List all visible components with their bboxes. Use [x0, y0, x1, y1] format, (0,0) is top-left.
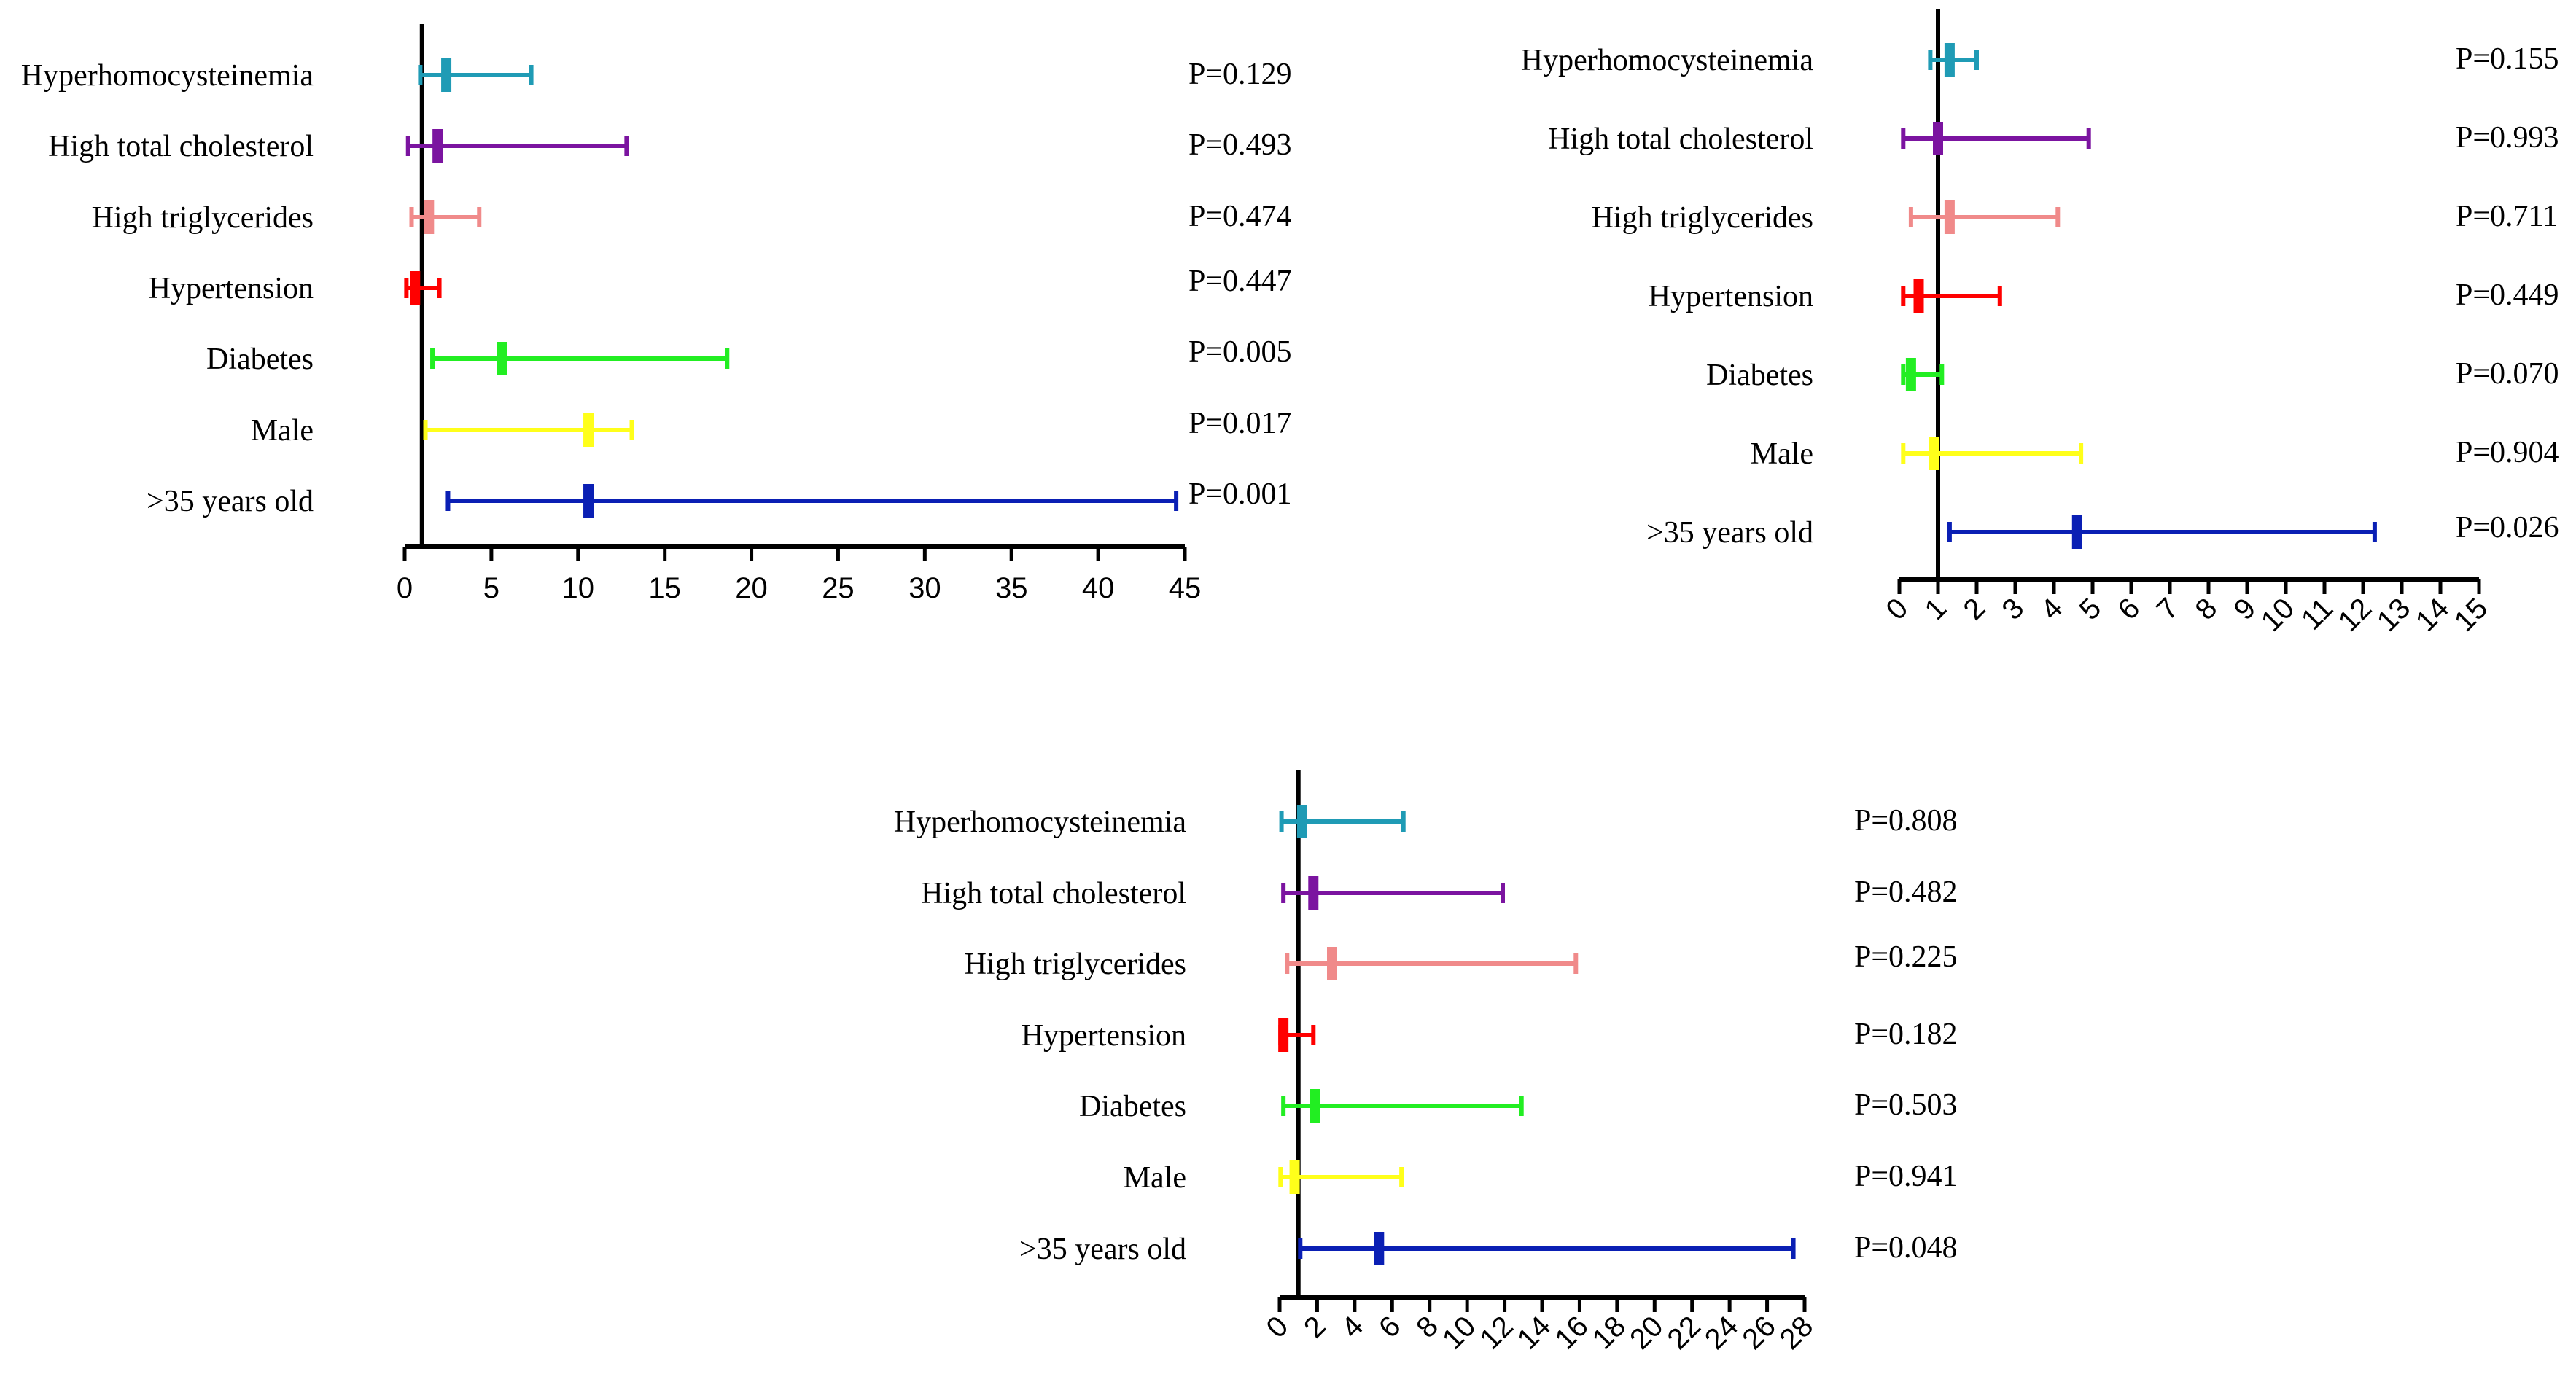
- panel1-tick-label: 35: [995, 572, 1028, 604]
- panel2-p-value: P=0.070: [2456, 357, 2559, 391]
- panel1-p-value: P=0.001: [1188, 477, 1292, 511]
- panel2-tick-label: 8: [2190, 592, 2224, 626]
- panel3-p-value: P=0.048: [1854, 1231, 1958, 1265]
- panel2-tick-label: 10: [2255, 592, 2301, 638]
- panel3-p-value: P=0.503: [1854, 1088, 1958, 1122]
- panel3-p-value: P=0.808: [1854, 804, 1958, 838]
- panel2-tick-label: 4: [2035, 592, 2069, 626]
- panel1-tick-label: 40: [1082, 572, 1115, 604]
- panel1-tick-label: 10: [562, 572, 595, 604]
- panel1-tick-label: 15: [648, 572, 681, 604]
- panel3-row-label: Diabetes: [1079, 1090, 1186, 1123]
- panel2-p-value: P=0.026: [2456, 511, 2559, 544]
- panel3-p-value: P=0.225: [1854, 940, 1958, 974]
- panel3-row-label: >35 years old: [1019, 1233, 1186, 1266]
- panel1-p-value: P=0.005: [1188, 335, 1292, 369]
- panel2-p-value: P=0.993: [2456, 121, 2559, 155]
- panel3-row-label: Hyperhomocysteinemia: [894, 805, 1187, 839]
- panel1-row-label: Male: [251, 414, 314, 448]
- panel1-tick-label: 5: [483, 572, 499, 604]
- panel1-row-label: High triglycerides: [92, 201, 314, 235]
- panel1-tick-label: 30: [908, 572, 941, 604]
- panel2-tick-label: 15: [2448, 592, 2494, 638]
- panel3-tick-label: 0: [1261, 1310, 1295, 1344]
- panel1-point-estimate: [424, 200, 435, 234]
- panel2-p-value: P=0.904: [2456, 436, 2559, 469]
- panel3-row-label: High total cholesterol: [921, 877, 1186, 910]
- panel3-tick-label: 28: [1774, 1310, 1820, 1356]
- panel3-p-value: P=0.941: [1854, 1160, 1958, 1193]
- panel3-p-value: P=0.182: [1854, 1018, 1958, 1051]
- panel1-point-estimate: [432, 129, 443, 163]
- panel1-tick-label: 45: [1169, 572, 1202, 604]
- panel1-row-label: Hypertension: [149, 272, 314, 305]
- panel2-point-estimate: [1933, 122, 1943, 155]
- panel1-point-estimate: [410, 271, 421, 305]
- panel2-row-label: Hyperhomocysteinemia: [1521, 44, 1814, 77]
- panel3-tick-label: 8: [1410, 1310, 1444, 1344]
- panel3-point-estimate: [1310, 1089, 1320, 1123]
- panel3-point-estimate: [1289, 1160, 1300, 1194]
- panel1-tick-label: 20: [735, 572, 768, 604]
- panel3-point-estimate: [1374, 1232, 1385, 1265]
- panel3-point-estimate: [1278, 1018, 1289, 1052]
- panel2-point-estimate: [2071, 515, 2082, 549]
- panel3-p-value: P=0.482: [1854, 875, 1958, 909]
- panel1-row-label: High total cholesterol: [48, 130, 314, 163]
- panel1-tick-label: 25: [822, 572, 855, 604]
- panel1-point-estimate: [497, 342, 507, 375]
- panel1-point-estimate: [583, 413, 594, 447]
- panel1-row-label: >35 years old: [147, 485, 314, 518]
- panel1-tick-label: 0: [397, 572, 413, 604]
- panel2-tick-label: 6: [2112, 592, 2147, 626]
- panel3-row-label: High triglycerides: [965, 948, 1186, 981]
- panel2-row-label: High total cholesterol: [1548, 122, 1813, 156]
- panel2-tick-label: 0: [1880, 592, 1915, 626]
- panel2-row-label: Diabetes: [1706, 359, 1813, 392]
- panel2-point-estimate: [1944, 43, 1955, 77]
- panel3-row-label: Male: [1124, 1161, 1186, 1195]
- panel3-point-estimate: [1327, 947, 1337, 980]
- panel2-row-label: High triglycerides: [1592, 201, 1813, 235]
- panel2-tick-label: 7: [2151, 592, 2185, 626]
- panel2-point-estimate: [1905, 358, 1916, 391]
- panel3-tick-label: 6: [1373, 1310, 1407, 1344]
- panel2-row-label: Hypertension: [1649, 280, 1813, 313]
- panel1-row-label: Hyperhomocysteinemia: [21, 59, 314, 93]
- panel1-p-value: P=0.129: [1188, 58, 1292, 91]
- panel2-tick-label: 9: [2228, 592, 2262, 626]
- panel2-tick-label: 3: [1996, 592, 2031, 626]
- panel3-tick-label: 4: [1335, 1310, 1369, 1344]
- panel2-p-value: P=0.449: [2456, 278, 2559, 312]
- panel3-point-estimate: [1296, 805, 1307, 838]
- panel2-tick-label: 1: [1919, 592, 1953, 626]
- panel1-p-value: P=0.017: [1188, 407, 1292, 440]
- panel1-p-value: P=0.447: [1188, 265, 1292, 298]
- panel1-point-estimate: [583, 484, 594, 518]
- panel3-point-estimate: [1308, 876, 1319, 910]
- panel2-row-label: >35 years old: [1646, 516, 1813, 550]
- panel1-row-label: Diabetes: [206, 343, 314, 376]
- panel1-point-estimate: [441, 58, 452, 92]
- panel2-point-estimate: [1929, 437, 1939, 470]
- panel2-point-estimate: [1944, 200, 1955, 234]
- panel2-p-value: P=0.155: [2456, 42, 2559, 76]
- panel2-tick-label: 2: [1958, 592, 1992, 626]
- panel2-p-value: P=0.711: [2456, 200, 2558, 233]
- panel2-row-label: Male: [1751, 437, 1813, 471]
- panel2-tick-label: 5: [2074, 592, 2108, 626]
- panel2-point-estimate: [1913, 279, 1924, 313]
- panel1-p-value: P=0.493: [1188, 128, 1292, 162]
- panel1-p-value: P=0.474: [1188, 200, 1292, 233]
- panel3-tick-label: 2: [1298, 1310, 1332, 1344]
- panel3-row-label: Hypertension: [1022, 1019, 1186, 1053]
